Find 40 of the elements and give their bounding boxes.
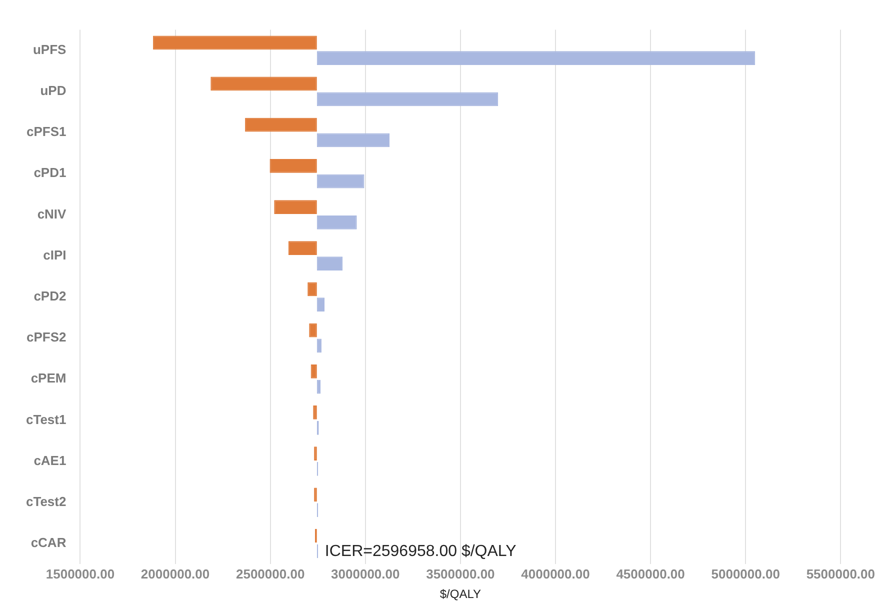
x-tick-label: 4500000.00 — [616, 566, 685, 582]
bar — [288, 241, 317, 256]
x-tick-label: 3000000.00 — [331, 566, 400, 582]
bar — [316, 92, 498, 106]
x-tick-label: 5000000.00 — [711, 566, 780, 582]
y-tick-label: cTest1 — [26, 412, 66, 427]
y-tick-label: cPFS1 — [26, 124, 66, 140]
y-tick-label: cPD1 — [34, 165, 66, 180]
bar — [316, 256, 343, 270]
x-tick-label: 3500000.00 — [426, 566, 495, 582]
bar — [316, 215, 357, 230]
bar — [310, 364, 317, 378]
bar — [309, 323, 317, 338]
annotation: ICER=2596958.00 $/QALY — [324, 542, 517, 560]
y-tick-label: cPFS2 — [26, 330, 66, 345]
x-tick-label: 4000000.00 — [521, 566, 590, 582]
bar — [316, 298, 325, 312]
y-tick-label: cPD2 — [34, 288, 66, 304]
bar — [316, 133, 390, 148]
bar — [245, 118, 317, 132]
bar — [316, 338, 322, 353]
x-tick-label: 2000000.00 — [140, 566, 210, 582]
y-tick-label: cPEM — [30, 370, 66, 386]
y-tick-label: cCAR — [30, 535, 67, 550]
y-tick-label: cIPI — [43, 247, 66, 262]
y-tick-label: cTest2 — [26, 494, 66, 509]
y-tick-label: cNIV — [37, 206, 67, 222]
y-tick-label: cAE1 — [34, 452, 66, 468]
bar — [316, 51, 756, 65]
bar — [210, 76, 317, 91]
x-tick-label: 1500000.00 — [46, 566, 115, 582]
bar — [270, 158, 317, 173]
x-tick-label: 2500000.00 — [236, 566, 305, 582]
y-tick-label: uPD — [40, 83, 66, 98]
bar — [274, 200, 317, 214]
y-tick-label: uPFS — [32, 42, 67, 57]
x-axis-title: $/QALY — [440, 587, 482, 602]
bar — [153, 36, 317, 50]
x-tick-label: 5500000.00 — [806, 566, 876, 582]
bar — [316, 174, 364, 188]
